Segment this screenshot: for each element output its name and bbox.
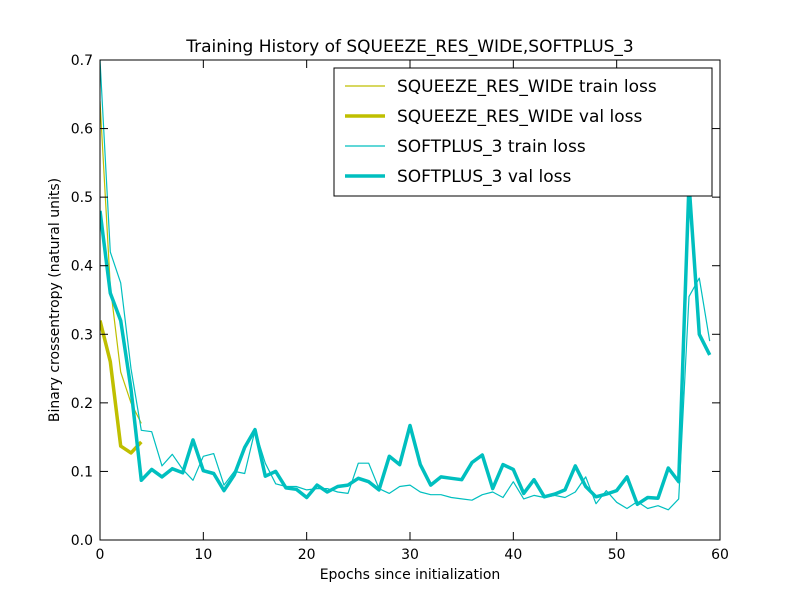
legend-label-1: SQUEEZE_RES_WIDE train loss [397,77,657,97]
plot-lines [100,60,712,511]
legend: SQUEEZE_RES_WIDE train loss SQUEEZE_RES_W… [333,67,713,197]
y-axis-label: Binary crossentropy (natural units) [47,178,63,422]
x-tick-label: 20 [298,547,316,563]
y-tick-label: 0.5 [71,190,93,206]
x-tick-label: 50 [608,547,626,563]
series-line-2 [100,320,143,455]
legend-label-3: SOFTPLUS_3 train loss [397,137,586,157]
x-tick-label: 10 [194,547,212,563]
axis-ticks: 0 10 20 30 40 50 60 0.0 0.1 0.2 0.3 0.4 0.5 0.6 0.7 [71,53,729,563]
x-tick-label: 0 [96,547,105,563]
legend-box [333,67,713,197]
series-line-4 [100,181,712,507]
legend-label-4: SOFTPLUS_3 val loss [397,167,571,187]
y-tick-label: 0.7 [71,53,93,69]
y-tick-label: 0.3 [71,327,93,343]
y-tick-label: 0.6 [71,122,93,138]
y-tick-label: 0.2 [71,396,93,412]
chart-title: Training History of SQUEEZE_RES_WIDE,SOF… [185,37,634,57]
y-tick-label: 0.0 [71,533,93,549]
x-tick-label: 40 [504,547,522,563]
x-tick-label: 60 [711,547,729,563]
y-tick-label: 0.1 [71,464,93,480]
x-axis-label: Epochs since initialization [320,567,501,583]
x-tick-label: 30 [401,547,419,563]
legend-label-2: SQUEEZE_RES_WIDE val loss [397,107,642,127]
y-tick-label: 0.4 [71,259,93,275]
